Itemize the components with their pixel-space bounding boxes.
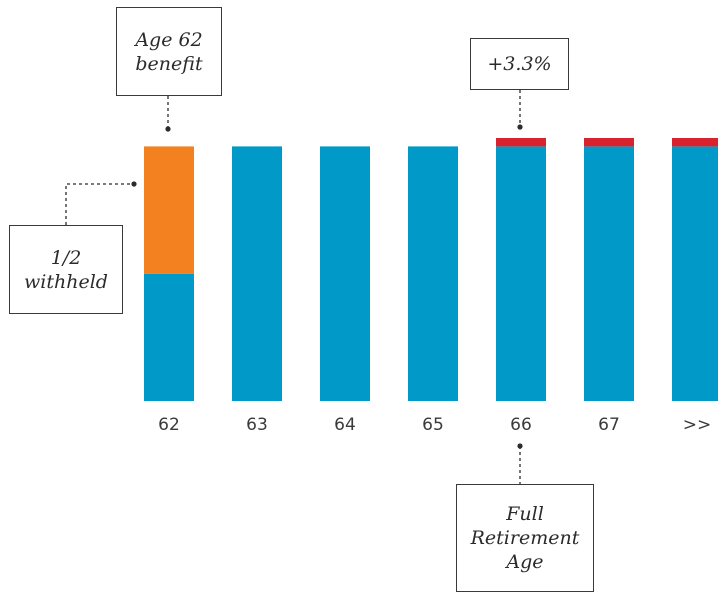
connector-withheld (65, 183, 133, 225)
x-tick-label: 63 (246, 415, 268, 435)
x-tick-label: 67 (598, 415, 620, 435)
plus-percent-callout: +3.3% (470, 38, 569, 90)
bar-67-series-2 (584, 138, 634, 147)
bars-layer (144, 138, 718, 401)
half-withheld-callout: 1/2 withheld (9, 225, 123, 314)
annotation-connectors (65, 90, 521, 484)
x-tick-labels: 62 63 64 65 66 67 >> (158, 415, 711, 435)
x-tick-label: 65 (422, 415, 444, 435)
bar-63-series-0 (232, 146, 282, 401)
dot-age62 (165, 126, 171, 132)
dot-withheld (131, 181, 137, 187)
bar-65-series-0 (408, 146, 458, 401)
x-tick-label: >> (683, 415, 712, 435)
dot-plus (517, 124, 523, 130)
x-tick-label: 66 (510, 415, 532, 435)
bar-62-series-1 (144, 146, 194, 274)
bar-66-series-0 (496, 146, 546, 401)
bar-moremore-series-0 (672, 146, 718, 401)
annotation-dots (131, 124, 523, 449)
x-tick-label: 64 (334, 415, 356, 435)
bar-64-series-0 (320, 146, 370, 401)
x-tick-label: 62 (158, 415, 180, 435)
bar-67-series-0 (584, 146, 634, 401)
bar-moremore-series-2 (672, 138, 718, 147)
age62-benefit-callout: Age 62 benefit (116, 7, 222, 96)
bar-62-series-0 (144, 273, 194, 401)
dot-fra (517, 443, 523, 449)
bar-66-series-2 (496, 138, 546, 147)
full-retirement-age-callout: Full Retirement Age (456, 484, 594, 592)
